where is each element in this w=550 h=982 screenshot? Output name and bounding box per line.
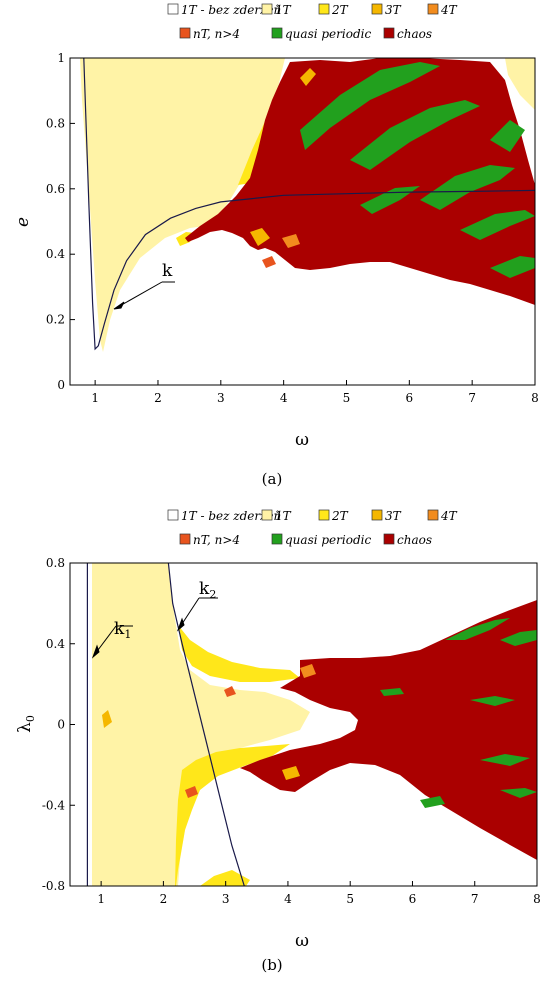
y-tick-label: 0.6 (46, 182, 65, 196)
plot-area-b (86, 563, 537, 886)
y-tick-label: 0.4 (46, 637, 65, 651)
legend-label: 4T (440, 509, 458, 523)
y-tick-label: 0.4 (46, 247, 65, 261)
x-tick-label: 6 (406, 391, 414, 405)
y-axis-label-b: λ0 (15, 715, 37, 733)
x-axis-label-a: ω (295, 430, 309, 450)
region-2t (178, 625, 300, 682)
legend-label: chaos (397, 27, 432, 41)
curve-label-k: k (162, 261, 173, 281)
legend-swatch (179, 27, 191, 39)
legend-label: 1T (275, 509, 292, 523)
region-2t-b (175, 744, 290, 886)
legend-swatch (383, 533, 395, 545)
multi-period-flecks-b (102, 664, 316, 798)
legend-label: 3T (385, 509, 402, 523)
legend-label: quasi periodic (285, 27, 371, 41)
legend-label: 4T (440, 3, 458, 17)
x-tick-label: 1 (97, 892, 105, 906)
region-1t (92, 563, 310, 886)
x-tick-label: 5 (343, 391, 351, 405)
legend-swatch (318, 509, 330, 521)
legend-swatch (427, 3, 439, 15)
legend-label: chaos (397, 533, 432, 547)
y-tick-label: 0 (57, 718, 65, 732)
quasi-periodic-streaks-a (300, 62, 535, 278)
legend-swatch (179, 533, 191, 545)
x-tick-label: 5 (346, 892, 354, 906)
legend-label: nT, n>4 (193, 27, 240, 41)
y-tick-label: 0.2 (46, 313, 65, 327)
arrow-k (113, 281, 175, 310)
panel-label-a: (a) (262, 470, 283, 488)
curve-label-k1: k1 (114, 619, 131, 641)
x-axis-label-b: ω (295, 931, 309, 951)
legend-label: quasi periodic (285, 533, 371, 547)
y-tick-label: 0.8 (46, 556, 65, 570)
legend-swatch (371, 3, 383, 15)
multi-period-flecks-a (250, 68, 316, 268)
y-tick-label: -0.8 (42, 879, 65, 893)
x-tick-label: 8 (533, 892, 541, 906)
x-tick-label: 3 (217, 391, 225, 405)
x-tick-label: 8 (531, 391, 539, 405)
x-tick-label: 4 (284, 892, 292, 906)
legend-swatch (167, 509, 179, 521)
y-tick-label: -0.4 (42, 798, 66, 812)
panel-label-b: (b) (261, 956, 282, 974)
arrow-k1 (91, 625, 133, 659)
legend-swatch (427, 509, 439, 521)
arrow-k2 (176, 597, 218, 632)
y-tick-label: 0 (57, 378, 65, 392)
x-tick-label: 2 (160, 892, 168, 906)
x-tick-label: 1 (91, 391, 99, 405)
curve-k2 (167, 563, 245, 886)
axis-ticks-b: 1 2 3 4 5 6 7 8 0.8 0.4 0 -0.4 -0.8 (42, 556, 541, 906)
legend-swatch (318, 3, 330, 15)
legend-swatch (271, 533, 283, 545)
region-1t-right (505, 58, 535, 110)
y-tick-label: 0.8 (46, 116, 65, 130)
x-tick-label: 7 (468, 391, 476, 405)
region-1t (80, 58, 285, 352)
legend-swatch (371, 509, 383, 521)
legend-label: 1T - bez zderzeñ (181, 509, 281, 523)
legend-label: 2T (331, 3, 349, 17)
x-tick-label: 6 (409, 892, 417, 906)
legend-label: 2T (331, 509, 349, 523)
x-tick-label: 7 (471, 892, 479, 906)
legend-label: nT, n>4 (193, 533, 240, 547)
quasi-periodic-streaks-b (380, 618, 537, 808)
y-axis-label-a: e (13, 217, 33, 227)
curve-label-k2: k2 (199, 579, 216, 601)
x-tick-label: 2 (154, 391, 162, 405)
legend-swatch (261, 3, 273, 15)
axis-ticks-a: 1 2 3 4 5 6 7 8 0 0.2 0.4 0.6 0.8 1 (46, 51, 539, 405)
plot-frame-a (69, 57, 536, 386)
region-chaos (240, 600, 537, 860)
legend-swatch (383, 27, 395, 39)
legend-swatch (167, 3, 179, 15)
legend-swatch (271, 27, 283, 39)
plot-area-a (80, 58, 535, 352)
legend-label: 3T (385, 3, 402, 17)
legend-label: 1T - bez zderzeñ (181, 3, 281, 17)
legend-swatch (261, 509, 273, 521)
y-tick-label: 1 (57, 51, 65, 65)
x-tick-label: 4 (280, 391, 288, 405)
x-tick-label: 3 (222, 892, 230, 906)
curve-k (83, 58, 535, 351)
legend-label: 1T (275, 3, 292, 17)
